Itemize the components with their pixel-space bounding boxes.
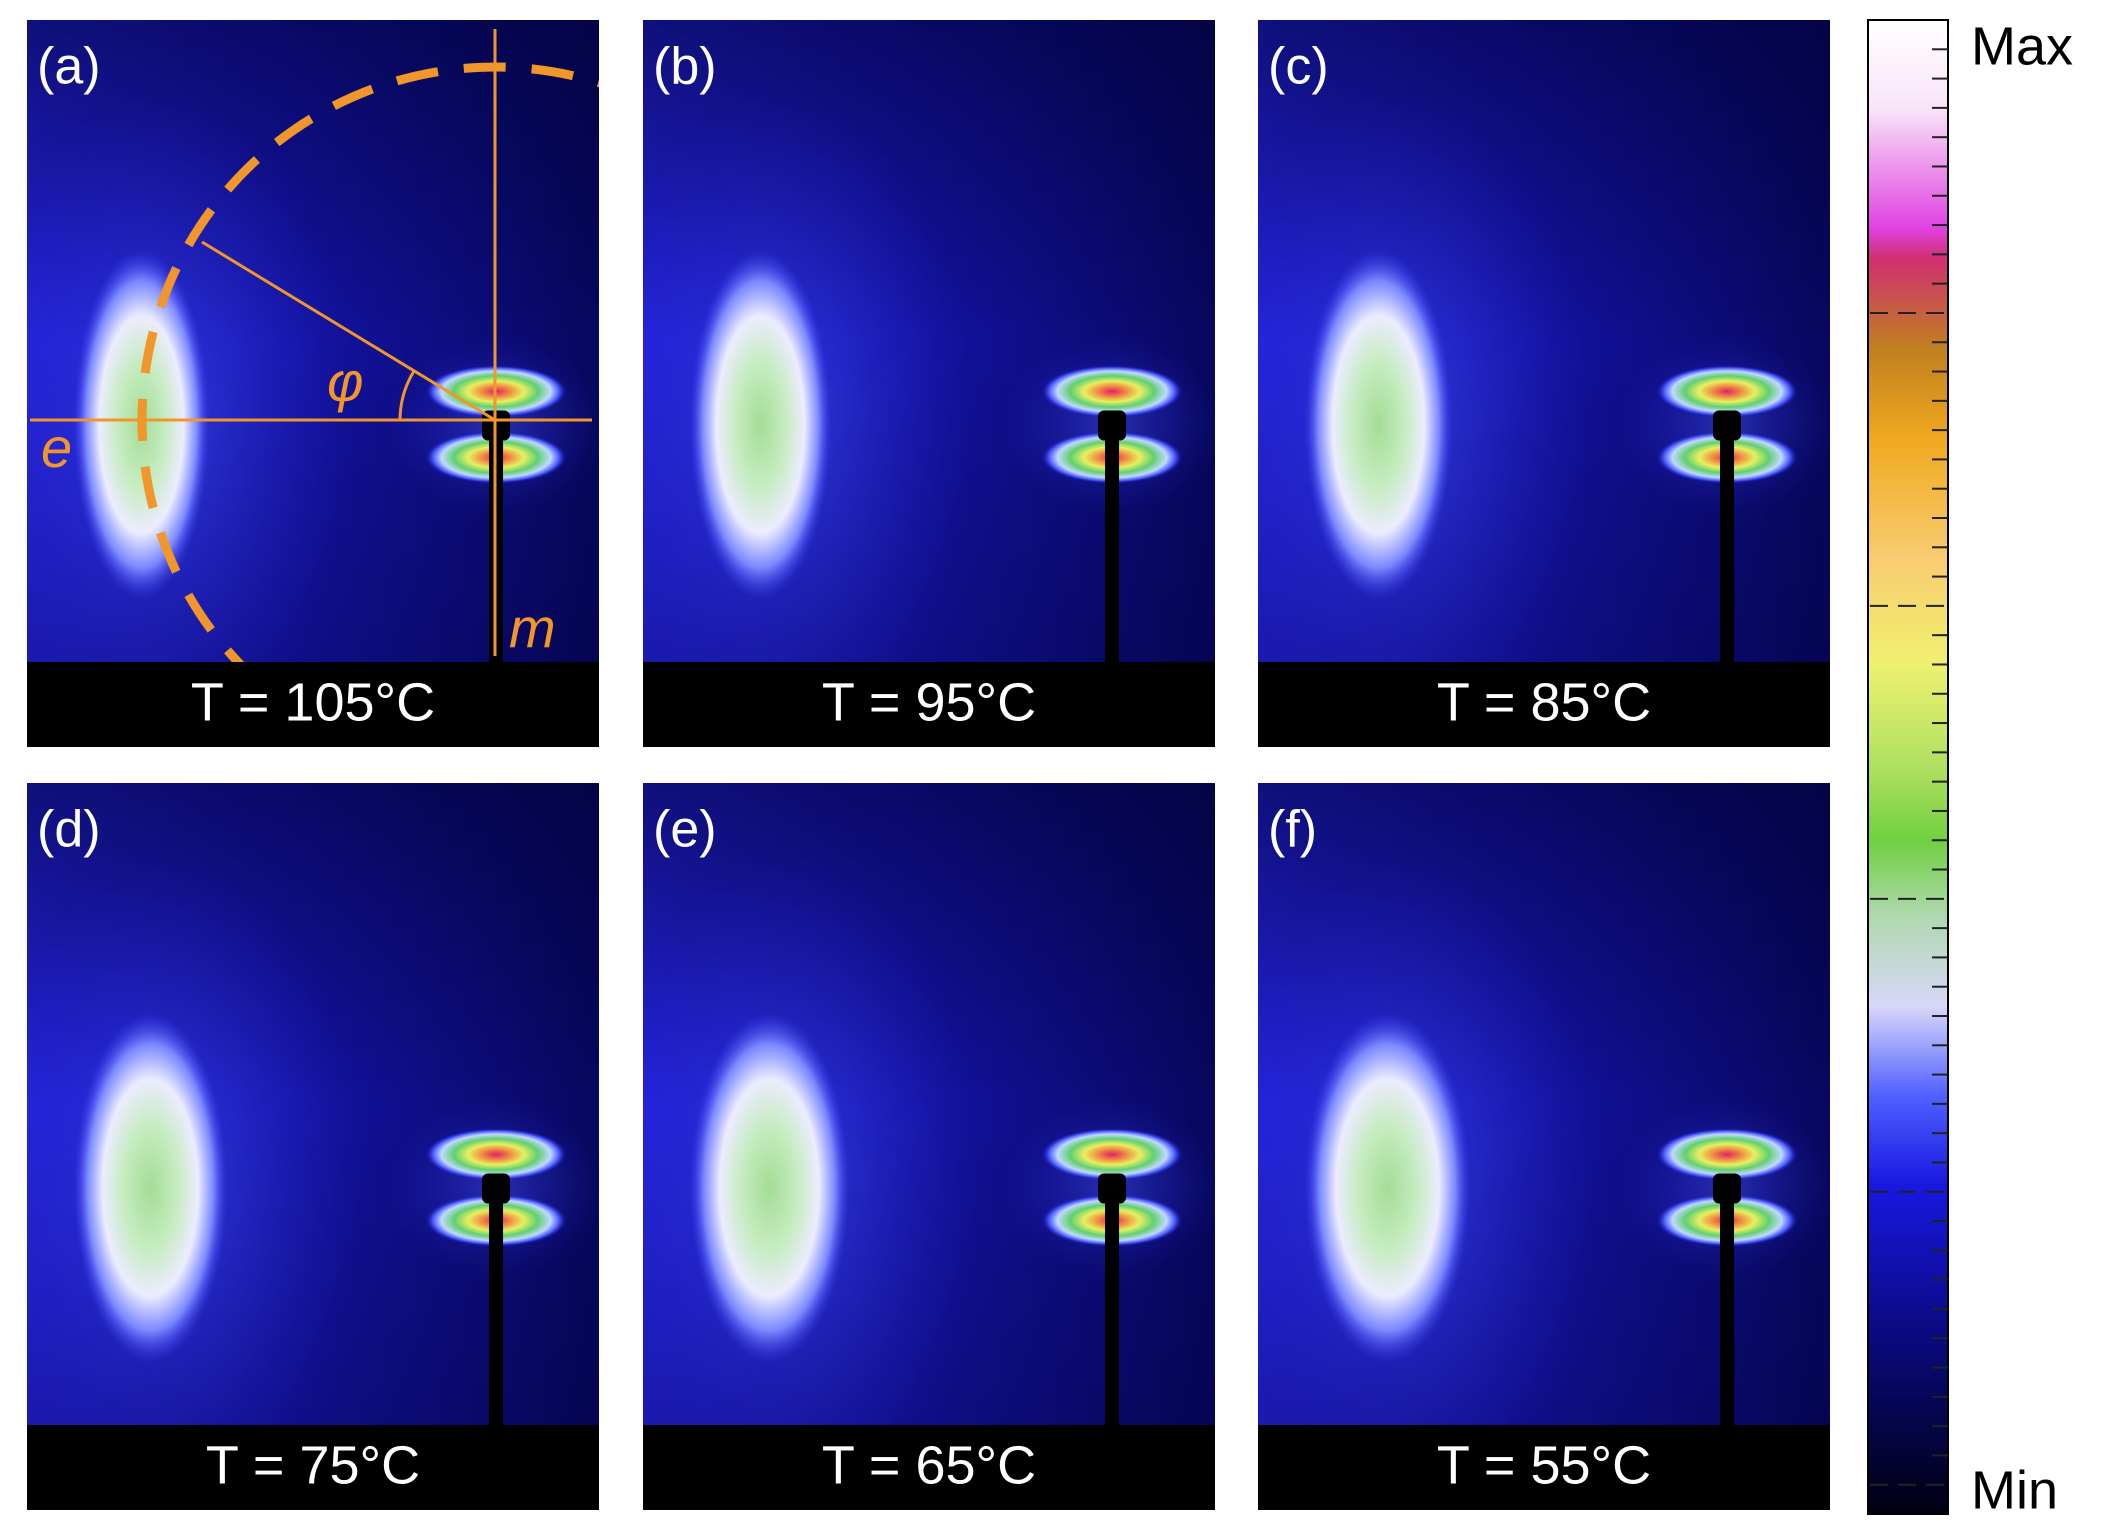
beamstop bbox=[1713, 410, 1742, 441]
panel: T = 95°C (b) bbox=[643, 20, 1215, 747]
panel-label: (e) bbox=[653, 801, 717, 859]
caption-bar bbox=[1258, 662, 1830, 747]
scattering-image bbox=[1258, 783, 1830, 1425]
panel: T = 85°C (c) bbox=[1258, 20, 1830, 747]
panel-caption: T = 95°C bbox=[822, 672, 1036, 732]
beamstop-rod bbox=[1105, 1187, 1120, 1425]
angle-label: φ bbox=[327, 350, 364, 413]
beamstop-rod bbox=[1720, 1187, 1735, 1425]
upper-lobe bbox=[1042, 365, 1183, 418]
colorbar-gradient bbox=[1867, 19, 1949, 1515]
colorbar-ticks bbox=[1870, 48, 1948, 1486]
caption-bar bbox=[27, 662, 599, 747]
scattering-image bbox=[27, 783, 599, 1425]
panel-label: (c) bbox=[1268, 38, 1329, 96]
panel: T = 75°C (d) bbox=[27, 783, 599, 1510]
panel: T = 65°C (e) bbox=[643, 783, 1215, 1510]
caption-bar bbox=[27, 1425, 599, 1510]
colorbar-max: Max bbox=[1971, 16, 2073, 76]
geometry-overlay bbox=[30, 29, 599, 662]
panel-caption: T = 85°C bbox=[1437, 672, 1651, 732]
caption-bar bbox=[643, 1425, 1215, 1510]
amorphous-halo bbox=[689, 1012, 850, 1363]
beamstop bbox=[1098, 1173, 1127, 1204]
amorphous-halo bbox=[1304, 1012, 1471, 1363]
beamstop-rod bbox=[1105, 424, 1120, 662]
panel-label: (d) bbox=[37, 801, 101, 859]
panel-label: (a) bbox=[37, 38, 101, 96]
equator-label: e bbox=[41, 416, 72, 479]
scattering-image bbox=[643, 783, 1215, 1425]
scattering-image bbox=[27, 20, 599, 662]
meridian-label: m bbox=[509, 596, 556, 659]
beamstop bbox=[482, 1173, 511, 1204]
panel-caption: T = 75°C bbox=[206, 1435, 420, 1495]
scattering-image bbox=[1258, 20, 1830, 662]
colorbar-min: Min bbox=[1971, 1460, 2058, 1520]
panel: T = 105°C (a) φ e m bbox=[27, 20, 599, 747]
radius-line bbox=[201, 240, 496, 422]
amorphous-halo bbox=[73, 1012, 228, 1363]
upper-lobe bbox=[426, 1128, 567, 1181]
caption-bar bbox=[1258, 1425, 1830, 1510]
beamstop-rod bbox=[1720, 424, 1735, 662]
amorphous-halo bbox=[1304, 249, 1453, 600]
beamstop-rod bbox=[489, 1187, 504, 1425]
colorbar: Max Min bbox=[1867, 16, 2073, 1520]
beamstop bbox=[1098, 410, 1127, 441]
upper-lobe bbox=[1657, 1128, 1798, 1181]
amorphous-halo bbox=[689, 249, 832, 600]
scattering-image bbox=[643, 20, 1215, 662]
caption-bar bbox=[643, 662, 1215, 747]
panel-caption: T = 55°C bbox=[1437, 1435, 1651, 1495]
panel-caption: T = 65°C bbox=[822, 1435, 1036, 1495]
upper-lobe bbox=[1657, 365, 1798, 418]
upper-lobe bbox=[1042, 1128, 1183, 1181]
panel-caption: T = 105°C bbox=[191, 672, 435, 732]
panel-label: (b) bbox=[653, 38, 717, 96]
beamstop bbox=[1713, 1173, 1742, 1204]
angle-arc bbox=[398, 370, 416, 421]
panel-label: (f) bbox=[1268, 801, 1317, 859]
panel: T = 55°C (f) bbox=[1258, 783, 1830, 1510]
